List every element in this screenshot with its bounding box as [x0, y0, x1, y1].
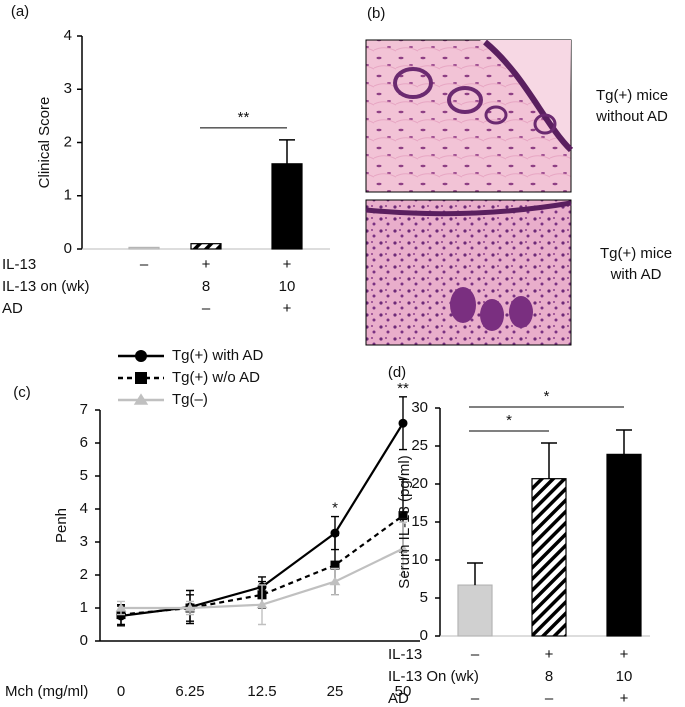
- bar: [531, 478, 567, 637]
- bar: [457, 584, 493, 637]
- condition-value: –: [545, 690, 554, 707]
- legend-label: Tg(+) w/o AD: [172, 369, 260, 386]
- legend-label: Tg(–): [172, 391, 208, 408]
- condition-value: +: [283, 300, 292, 317]
- y-tick-label: 2: [80, 566, 88, 583]
- image-caption: Tg(+) mice: [600, 245, 672, 262]
- marker: [398, 511, 408, 521]
- y-tick-label: 20: [411, 475, 428, 492]
- marker: [256, 599, 268, 609]
- y-tick-label: 10: [411, 551, 428, 568]
- panel-label: (d): [388, 364, 406, 381]
- error-bar: [467, 562, 483, 586]
- y-tick-label: 3: [80, 533, 88, 550]
- condition-value: +: [283, 256, 292, 273]
- legend-marker: [135, 350, 147, 362]
- error-bar: [616, 429, 632, 455]
- error-bar: [279, 139, 295, 164]
- image-caption: without AD: [595, 108, 668, 125]
- panel-label: (a): [11, 3, 29, 20]
- x-axis-label: Mch (mg/ml): [5, 683, 88, 700]
- significance-label: **: [238, 109, 250, 126]
- image-caption: Tg(+) mice: [596, 87, 668, 104]
- x-tick-label: 25: [327, 683, 344, 700]
- significance-label: **: [397, 380, 409, 397]
- condition-value: –: [140, 256, 149, 273]
- x-tick-label: 12.5: [247, 683, 276, 700]
- condition-value: –: [471, 646, 480, 663]
- condition-value: 10: [616, 668, 633, 685]
- histology-image: [365, 199, 572, 346]
- marker: [398, 418, 408, 428]
- y-tick-label: 0: [80, 632, 88, 649]
- panel-label: (c): [13, 384, 31, 401]
- y-tick-label: 4: [64, 27, 72, 44]
- y-tick-label: 25: [411, 437, 428, 454]
- y-tick-label: 1: [80, 599, 88, 616]
- bar: [128, 246, 160, 250]
- significance-label: *: [544, 388, 550, 405]
- significance-label: *: [506, 412, 512, 429]
- x-tick-label: 0: [117, 683, 125, 700]
- condition-value: +: [202, 256, 211, 273]
- y-tick-label: 15: [411, 513, 428, 530]
- condition-value: 8: [202, 278, 210, 295]
- condition-value: –: [471, 690, 480, 707]
- y-tick-label: 6: [80, 434, 88, 451]
- condition-label: IL-13: [388, 646, 422, 663]
- y-tick-label: 4: [80, 500, 88, 517]
- condition-value: +: [545, 646, 554, 663]
- y-tick-label: 5: [80, 467, 88, 484]
- x-tick-label: 6.25: [175, 683, 204, 700]
- condition-value: –: [202, 300, 211, 317]
- legend-marker: [135, 372, 147, 384]
- y-tick-label: 3: [64, 80, 72, 97]
- image-caption: with AD: [610, 266, 662, 283]
- bar: [606, 453, 642, 637]
- x-tick-label: 50: [395, 683, 412, 700]
- marker: [115, 603, 127, 612]
- y-tick-label: 7: [80, 401, 88, 418]
- condition-label: IL-13: [2, 256, 36, 273]
- marker: [330, 560, 340, 570]
- condition-label: AD: [2, 300, 23, 317]
- significance-label: *: [332, 500, 338, 517]
- condition-value: 10: [279, 278, 296, 295]
- condition-value: +: [620, 690, 629, 707]
- y-tick-label: 0: [64, 240, 72, 257]
- y-axis-label: Serum IL-13 (pg/ml): [396, 455, 413, 588]
- condition-label: IL-13 On (wk): [388, 668, 479, 685]
- y-axis-label: Clinical Score: [36, 97, 53, 189]
- y-tick-label: 30: [411, 399, 428, 416]
- legend-marker: [133, 393, 149, 405]
- panel-label: (b): [367, 5, 385, 22]
- series-line: [120, 514, 404, 616]
- y-tick-label: 1: [64, 187, 72, 204]
- y-tick-label: 2: [64, 133, 72, 150]
- bar: [190, 243, 222, 250]
- condition-value: +: [620, 646, 629, 663]
- condition-label: IL-13 on (wk): [2, 278, 90, 295]
- y-tick-label: 0: [420, 627, 428, 644]
- marker: [397, 543, 409, 553]
- y-axis-label: Penh: [53, 508, 70, 543]
- marker: [329, 576, 341, 586]
- y-tick-label: 5: [420, 589, 428, 606]
- error-bar: [541, 442, 557, 479]
- legend-label: Tg(+) with AD: [172, 347, 263, 364]
- histology-image: [365, 39, 574, 193]
- marker: [184, 603, 196, 612]
- bar: [271, 163, 303, 250]
- condition-label: AD: [388, 690, 409, 707]
- condition-value: 8: [545, 668, 553, 685]
